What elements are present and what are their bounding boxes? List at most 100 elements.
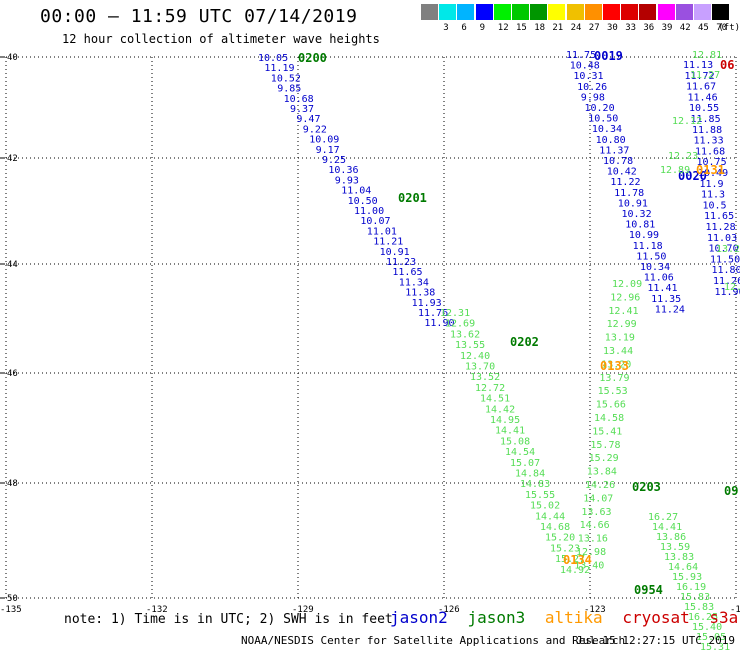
scale-label: 70 bbox=[716, 23, 728, 33]
swh-value: 10.36 bbox=[328, 165, 358, 176]
swh-value: 14.26 bbox=[585, 480, 615, 491]
swh-value: 11.27 bbox=[690, 70, 720, 81]
swh-value: 9.25 bbox=[322, 155, 346, 166]
lat-label: 40 bbox=[7, 53, 18, 63]
credit-line: NOAA/NESDIS Center for Satellite Applica… bbox=[241, 634, 626, 647]
color-scale-legend: 3 6 9 12 15 18 21 24 27 30 33 36 39 42 45 70 (ft) bbox=[421, 4, 740, 33]
satellite-legend: jason2 jason3 altika cryosat s3a bbox=[390, 608, 740, 627]
swh-value: 11.33 bbox=[694, 136, 724, 147]
swh-value: 12.98 bbox=[576, 547, 606, 558]
swh-value: 10.20 bbox=[585, 103, 615, 114]
swh-value: 11.50 bbox=[710, 254, 740, 265]
scale-swatch bbox=[548, 4, 566, 20]
swh-value: 10.32 bbox=[622, 209, 652, 220]
scale-swatch bbox=[421, 4, 438, 20]
scale-swatch bbox=[639, 4, 657, 20]
swh-value: 15.83 bbox=[680, 592, 710, 603]
swh-value: 11.35 bbox=[651, 294, 681, 305]
swh-value: 11.78 bbox=[614, 188, 644, 199]
lon-label: -120 bbox=[730, 605, 740, 615]
swh-value: 11.37 bbox=[599, 145, 629, 156]
swh-value: 13.20 bbox=[601, 359, 631, 370]
scale-swatch bbox=[475, 4, 493, 20]
swh-value: 11.46 bbox=[688, 92, 718, 103]
swh-value: 16.27 bbox=[648, 512, 678, 523]
swh-value: 10.55 bbox=[689, 103, 719, 114]
legend-altika: altika bbox=[544, 608, 603, 627]
swh-value: 13.79 bbox=[599, 373, 629, 384]
scale-swatch bbox=[439, 4, 457, 20]
swh-value: 12.31 bbox=[440, 308, 470, 319]
swh-value: 11.90 bbox=[715, 287, 740, 298]
swh-value: 12.09 bbox=[612, 279, 642, 290]
swh-value: 15.41 bbox=[592, 426, 622, 437]
lon-label: -132 bbox=[146, 605, 168, 615]
swh-value: 11.67 bbox=[686, 82, 716, 93]
scale-label: 36 bbox=[643, 23, 655, 33]
swh-value: 11.00 bbox=[354, 206, 384, 217]
swh-value: 16.19 bbox=[676, 582, 706, 593]
swh-value: 9.17 bbox=[316, 145, 340, 156]
swh-value: 11.75 bbox=[566, 50, 596, 61]
swh-value: 13.83 bbox=[664, 552, 694, 563]
swh-value: 11.76 bbox=[418, 308, 448, 319]
swh-value: 13.86 bbox=[656, 532, 686, 543]
swh-value: 10.5 bbox=[703, 200, 727, 211]
swh-value: 12.23 bbox=[668, 151, 698, 162]
swh-value: 10.50 bbox=[348, 196, 378, 207]
swh-value: 13.70 bbox=[465, 362, 495, 373]
swh-value: 13.62 bbox=[450, 329, 480, 340]
swh-value: 13.16 bbox=[578, 534, 608, 545]
swh-value: 10.07 bbox=[360, 216, 390, 227]
swh-value: 14.83 bbox=[520, 479, 550, 490]
swh-value: 14.41 bbox=[652, 522, 682, 533]
scale-label: 30 bbox=[607, 23, 618, 33]
scale-swatch bbox=[530, 4, 548, 20]
swh-value: 13.63 bbox=[581, 507, 611, 518]
swh-value: 11.24 bbox=[655, 304, 685, 315]
swh-value: 14.51 bbox=[480, 394, 510, 405]
lon-label: -129 bbox=[292, 605, 314, 615]
swh-value: 11.65 bbox=[704, 211, 734, 222]
swh-value: 11.21 bbox=[373, 237, 403, 248]
scale-label: 42 bbox=[679, 23, 691, 33]
swh-value: 10.75 bbox=[697, 157, 727, 168]
swh-value: 13.59 bbox=[660, 542, 690, 553]
swh-value: 15.53 bbox=[598, 386, 628, 397]
swh-value: 13.44 bbox=[603, 346, 633, 357]
swh-value: 10.78 bbox=[603, 156, 633, 167]
swh-value: 14.92 bbox=[560, 565, 590, 576]
swh-value: 11.41 bbox=[647, 283, 677, 294]
swh-value: 15.29 bbox=[589, 453, 619, 464]
swh-value: 11.03 bbox=[707, 233, 737, 244]
scale-swatch bbox=[675, 4, 693, 20]
swh-value: 10.05 bbox=[258, 53, 288, 64]
lon-label: -123 bbox=[584, 605, 606, 615]
scale-swatch bbox=[493, 4, 511, 20]
swh-value: 15.08 bbox=[500, 436, 530, 447]
swh-value: 13.84 bbox=[587, 467, 617, 478]
swh-value: 12.72 bbox=[475, 383, 505, 394]
swh-value: 11.9 bbox=[700, 179, 724, 190]
time-tag: 06 bbox=[720, 58, 734, 72]
time-tag: 0020 bbox=[678, 169, 707, 183]
scale-label: 6 bbox=[461, 23, 467, 33]
swh-value: 12.89 bbox=[660, 165, 690, 176]
swh-value: 11.06 bbox=[644, 273, 674, 284]
lat-label: 50 bbox=[7, 594, 18, 604]
swh-value: 15.02 bbox=[530, 501, 560, 512]
swh-value: 13.19 bbox=[605, 333, 635, 344]
swh-value: 14.68 bbox=[540, 522, 570, 533]
swh-value: 11.28 bbox=[706, 222, 736, 233]
time-tag: 0202 bbox=[510, 335, 539, 349]
swh-value: 12.40 bbox=[460, 351, 490, 362]
time-tag: 0019 bbox=[594, 49, 623, 63]
swh-value: 11.34 bbox=[399, 277, 429, 288]
lon-label: -135 bbox=[0, 605, 22, 615]
swh-value: 14.64 bbox=[668, 562, 698, 573]
legend-cryosat: cryosat bbox=[622, 608, 690, 627]
time-tag: 0134 bbox=[563, 553, 592, 567]
swh-value: 14.44 bbox=[535, 511, 565, 522]
swh-value: 14.66 bbox=[580, 520, 610, 531]
